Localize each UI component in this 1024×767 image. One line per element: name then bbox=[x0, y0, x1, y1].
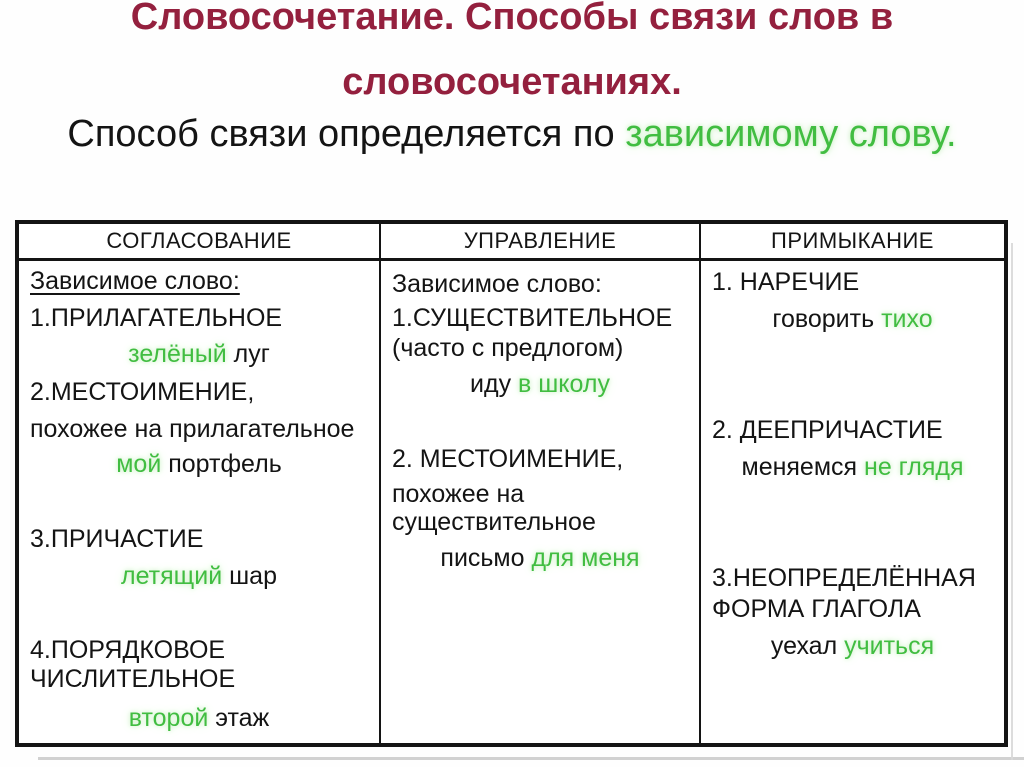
photo-edge-artifact-bottom bbox=[38, 757, 1024, 760]
list-item: 2. МЕСТОИМЕНИЕ, bbox=[392, 445, 624, 473]
green-word: для меня bbox=[531, 544, 640, 572]
connection-types-table: СОГЛАСОВАНИЕ УПРАВЛЕНИЕ ПРИМЫКАНИЕ Завис… bbox=[15, 220, 1008, 747]
example-phrase: летящий шар bbox=[121, 562, 277, 590]
list-item: 3.ПРИЧАСТИЕ bbox=[30, 525, 204, 553]
green-word: второй bbox=[128, 704, 209, 732]
page-title-line-1: Словосочетание. Способы связи слов в bbox=[130, 0, 894, 38]
list-item: (часто с предлогом) bbox=[392, 334, 624, 362]
list-item: существительное bbox=[392, 508, 596, 536]
green-word: в школу bbox=[518, 370, 610, 398]
list-item: 3.НЕОПРЕДЕЛЁННАЯ bbox=[712, 564, 976, 592]
list-item: похожее на bbox=[392, 480, 525, 508]
green-word: зелёный bbox=[128, 340, 227, 368]
example-phrase: меняемся не глядя bbox=[741, 453, 964, 481]
example-phrase: иду в школу bbox=[470, 370, 610, 398]
example-phrase: письмо для меня bbox=[440, 544, 640, 572]
photo-edge-artifact-right bbox=[1011, 243, 1013, 760]
list-item: ФОРМА ГЛАГОЛА bbox=[712, 595, 921, 623]
green-word: не глядя bbox=[864, 453, 964, 481]
list-item: 1.СУЩЕСТВИТЕЛЬНОЕ bbox=[392, 304, 673, 332]
subtitle-black-text: Способ связи определяется по bbox=[67, 113, 626, 155]
list-item: 4.ПОРЯДКОВОЕ bbox=[30, 636, 226, 664]
cell-agreement: Зависимое слово: 1.ПРИЛАГАТЕЛЬНОЕ зелёны… bbox=[19, 261, 379, 743]
list-item: 1.ПРИЛАГАТЕЛЬНОЕ bbox=[30, 304, 283, 332]
header-adjacency: ПРИМЫКАНИЕ bbox=[699, 224, 1004, 261]
example-phrase: уехал учиться bbox=[770, 632, 935, 660]
list-item: ЧИСЛИТЕЛЬНОЕ bbox=[30, 665, 236, 693]
example-phrase: зелёный луг bbox=[128, 340, 270, 368]
subtitle-green-text: зависимому слову. bbox=[625, 113, 957, 155]
green-word: учиться bbox=[844, 632, 935, 660]
list-item: 2. ДЕЕПРИЧАСТИЕ bbox=[712, 416, 943, 444]
header-agreement: СОГЛАСОВАНИЕ bbox=[19, 224, 379, 261]
green-word: летящий bbox=[121, 562, 223, 590]
page-title-line-2: словосочетаниях. bbox=[342, 61, 682, 103]
example-phrase: второй этаж bbox=[128, 704, 270, 732]
example-phrase: мой портфель bbox=[116, 450, 282, 478]
subtitle: Способ связи определяется по зависимому … bbox=[0, 112, 1024, 156]
example-phrase: говорить тихо bbox=[772, 305, 933, 333]
list-item: похожее на прилагательное bbox=[30, 415, 355, 443]
cell-government: Зависимое слово: 1.СУЩЕСТВИТЕЛЬНОЕ (част… bbox=[379, 261, 699, 743]
dependent-word-label: Зависимое слово: bbox=[392, 270, 602, 298]
green-word: тихо bbox=[881, 305, 933, 333]
list-item: 1. НАРЕЧИЕ bbox=[712, 268, 860, 296]
cell-adjacency: 1. НАРЕЧИЕ говорить тихо 2. ДЕЕПРИЧАСТИЕ… bbox=[699, 261, 1004, 743]
dependent-word-label: Зависимое слово: bbox=[30, 267, 240, 295]
list-item: 2.МЕСТОИМЕНИЕ, bbox=[30, 378, 255, 406]
green-word: мой bbox=[116, 450, 162, 478]
header-government: УПРАВЛЕНИЕ bbox=[379, 224, 699, 261]
